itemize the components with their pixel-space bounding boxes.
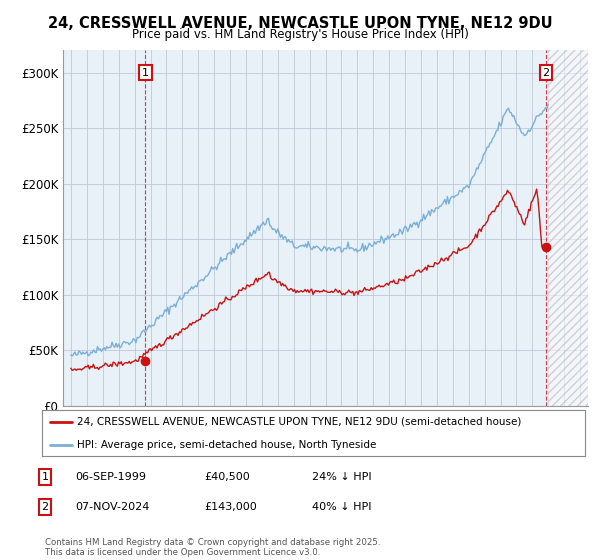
Text: 24% ↓ HPI: 24% ↓ HPI	[312, 472, 371, 482]
Text: 06-SEP-1999: 06-SEP-1999	[75, 472, 146, 482]
Text: 07-NOV-2024: 07-NOV-2024	[75, 502, 149, 512]
Text: 2: 2	[41, 502, 49, 512]
Text: 1: 1	[142, 68, 149, 78]
Text: £143,000: £143,000	[204, 502, 257, 512]
Text: Contains HM Land Registry data © Crown copyright and database right 2025.
This d: Contains HM Land Registry data © Crown c…	[45, 538, 380, 557]
Bar	[548, 50, 588, 406]
Text: £40,500: £40,500	[204, 472, 250, 482]
Text: HPI: Average price, semi-detached house, North Tyneside: HPI: Average price, semi-detached house,…	[77, 440, 377, 450]
Text: 40% ↓ HPI: 40% ↓ HPI	[312, 502, 371, 512]
Text: 24, CRESSWELL AVENUE, NEWCASTLE UPON TYNE, NE12 9DU: 24, CRESSWELL AVENUE, NEWCASTLE UPON TYN…	[47, 16, 553, 31]
Text: 24, CRESSWELL AVENUE, NEWCASTLE UPON TYNE, NE12 9DU (semi-detached house): 24, CRESSWELL AVENUE, NEWCASTLE UPON TYN…	[77, 417, 521, 427]
Text: 1: 1	[41, 472, 49, 482]
Text: 2: 2	[542, 68, 550, 78]
Text: Price paid vs. HM Land Registry's House Price Index (HPI): Price paid vs. HM Land Registry's House …	[131, 28, 469, 41]
